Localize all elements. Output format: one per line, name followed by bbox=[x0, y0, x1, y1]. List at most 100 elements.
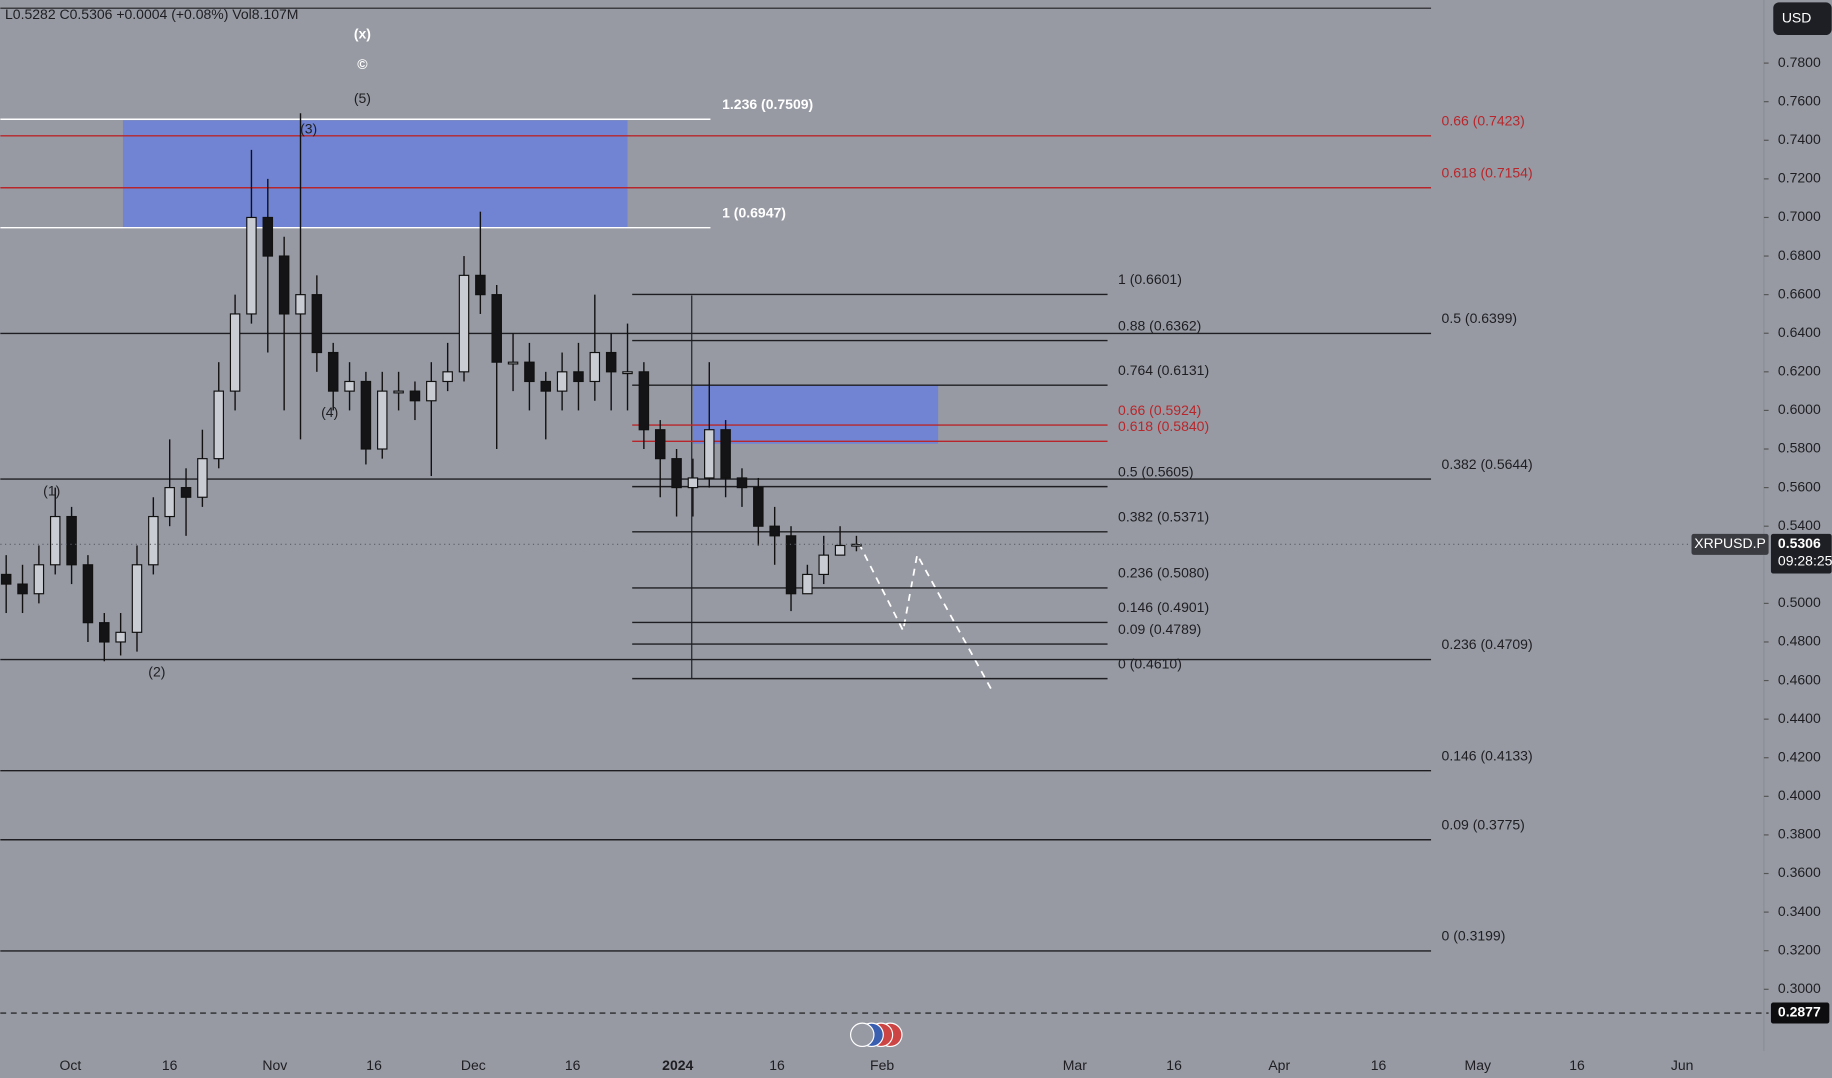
x-tick-label: Dec bbox=[461, 1057, 486, 1073]
candle-body bbox=[507, 361, 519, 365]
candle-body bbox=[671, 458, 682, 489]
y-tick-label: 0.6400 bbox=[1778, 324, 1821, 340]
candle-body bbox=[769, 525, 780, 537]
candle-body bbox=[246, 216, 257, 315]
x-tick-label: Nov bbox=[262, 1057, 287, 1073]
x-tick-label: 16 bbox=[769, 1057, 785, 1073]
candle-body bbox=[622, 371, 633, 375]
y-tick-label: 0.4200 bbox=[1778, 748, 1821, 764]
fib-level-label: 0.09 (0.3775) bbox=[1442, 816, 1525, 832]
candle-body bbox=[197, 458, 208, 498]
fib-level-label: 0.236 (0.5080) bbox=[1118, 565, 1209, 581]
currency-label[interactable]: USD bbox=[1782, 9, 1812, 25]
symbol-tag-label: XRPUSD.P bbox=[1694, 535, 1766, 551]
candle-body bbox=[720, 429, 731, 479]
y-tick-label: 0.3600 bbox=[1778, 864, 1821, 880]
candle-body bbox=[834, 544, 846, 556]
zone-box bbox=[692, 385, 939, 444]
countdown-label: 09:28:25 bbox=[1778, 553, 1832, 569]
alert-tag bbox=[1770, 1002, 1830, 1024]
x-tick-label: 16 bbox=[162, 1057, 178, 1073]
alert-tag-label: 0.2877 bbox=[1778, 1004, 1821, 1020]
x-tick-label: 16 bbox=[366, 1057, 382, 1073]
candle-body bbox=[753, 487, 764, 527]
candle-body bbox=[540, 380, 552, 392]
fib-level-label: 0.146 (0.4133) bbox=[1442, 747, 1533, 763]
x-tick-label: 16 bbox=[1371, 1057, 1387, 1073]
candle-body bbox=[0, 573, 12, 585]
candle-body bbox=[785, 535, 797, 595]
y-tick-label: 0.4400 bbox=[1778, 710, 1821, 726]
candle-body bbox=[638, 371, 650, 431]
x-tick-label: Jun bbox=[1671, 1057, 1694, 1073]
wave-label: © bbox=[357, 56, 368, 72]
x-tick-label: Feb bbox=[870, 1057, 894, 1073]
fib-level-label: 0.382 (0.5644) bbox=[1442, 456, 1533, 472]
candle-body bbox=[344, 380, 355, 392]
fib-level-label: 0.764 (0.6131) bbox=[1118, 362, 1209, 378]
x-tick-label: 16 bbox=[1569, 1057, 1585, 1073]
y-tick-label: 0.7800 bbox=[1778, 54, 1821, 70]
candle-body bbox=[442, 371, 453, 383]
y-tick-label: 0.7200 bbox=[1778, 170, 1821, 186]
candle-body bbox=[131, 564, 143, 633]
currency-button[interactable] bbox=[1773, 2, 1832, 36]
candle-body bbox=[654, 429, 666, 460]
fib-level-label: 0.66 (0.5924) bbox=[1118, 402, 1201, 418]
x-tick-label: May bbox=[1465, 1057, 1491, 1073]
fib-level-label: 1.236 (0.7509) bbox=[722, 96, 813, 112]
candle-body bbox=[262, 216, 274, 257]
candle-body bbox=[278, 255, 290, 315]
event-icons bbox=[850, 1022, 903, 1048]
candle-body bbox=[180, 487, 192, 498]
y-tick-label: 0.6000 bbox=[1778, 401, 1821, 417]
fib-level-label: 0.09 (0.4789) bbox=[1118, 621, 1201, 637]
candle-body bbox=[360, 380, 372, 450]
y-tick-label: 0.6200 bbox=[1778, 363, 1821, 379]
y-tick-label: 0.4000 bbox=[1778, 787, 1821, 803]
candle-body bbox=[393, 390, 404, 394]
candle-body bbox=[213, 390, 225, 460]
fib-level-label: 0.88 (0.6362) bbox=[1118, 317, 1201, 333]
y-tick-label: 0.5800 bbox=[1778, 440, 1821, 456]
candle-body bbox=[458, 274, 470, 373]
y-tick-label: 0.6800 bbox=[1778, 247, 1821, 263]
candle-body bbox=[802, 573, 813, 595]
candle-body bbox=[82, 564, 94, 624]
fib-level-label: 0 (0.4610) bbox=[1118, 655, 1182, 671]
y-tick-label: 0.3200 bbox=[1778, 941, 1821, 957]
candle-body bbox=[426, 380, 437, 402]
x-tick-label: Mar bbox=[1063, 1057, 1087, 1073]
candle-body bbox=[376, 390, 388, 450]
candle-body bbox=[409, 390, 421, 402]
fib-level-label: 0.66 (0.7423) bbox=[1442, 113, 1525, 129]
candle-body bbox=[295, 294, 306, 315]
fib-level-label: 0.146 (0.4901) bbox=[1118, 599, 1209, 615]
candle-body bbox=[524, 361, 535, 383]
y-tick-label: 0.7000 bbox=[1778, 208, 1821, 224]
candle-body bbox=[49, 515, 61, 566]
y-tick-label: 0.7600 bbox=[1778, 92, 1821, 108]
candle-body bbox=[736, 477, 748, 489]
event-icon[interactable] bbox=[850, 1022, 875, 1048]
fib-level-label: 0.618 (0.5840) bbox=[1118, 418, 1209, 434]
candle-body bbox=[475, 274, 486, 296]
wave-label: (4) bbox=[321, 404, 338, 420]
x-tick-label: 16 bbox=[565, 1057, 581, 1073]
wave-label: (5) bbox=[354, 90, 371, 106]
candle-body bbox=[66, 515, 77, 566]
wave-label: (2) bbox=[148, 663, 165, 679]
candle-body bbox=[229, 313, 241, 392]
ohlc-header: L0.5282 C0.5306 +0.0004 (+0.08%) Vol8.10… bbox=[5, 6, 298, 22]
candle-body bbox=[704, 429, 715, 479]
fib-level-label: 0.618 (0.7154) bbox=[1442, 164, 1533, 180]
zone-box bbox=[122, 120, 628, 228]
fib-level-label: 0.5 (0.5605) bbox=[1118, 463, 1194, 479]
candle-body bbox=[311, 294, 323, 354]
y-tick-label: 0.3000 bbox=[1778, 980, 1821, 996]
candle-body bbox=[148, 515, 159, 566]
x-tick-label: Oct bbox=[60, 1057, 82, 1073]
y-tick-label: 0.5600 bbox=[1778, 478, 1821, 494]
y-tick-label: 0.5400 bbox=[1778, 517, 1821, 533]
